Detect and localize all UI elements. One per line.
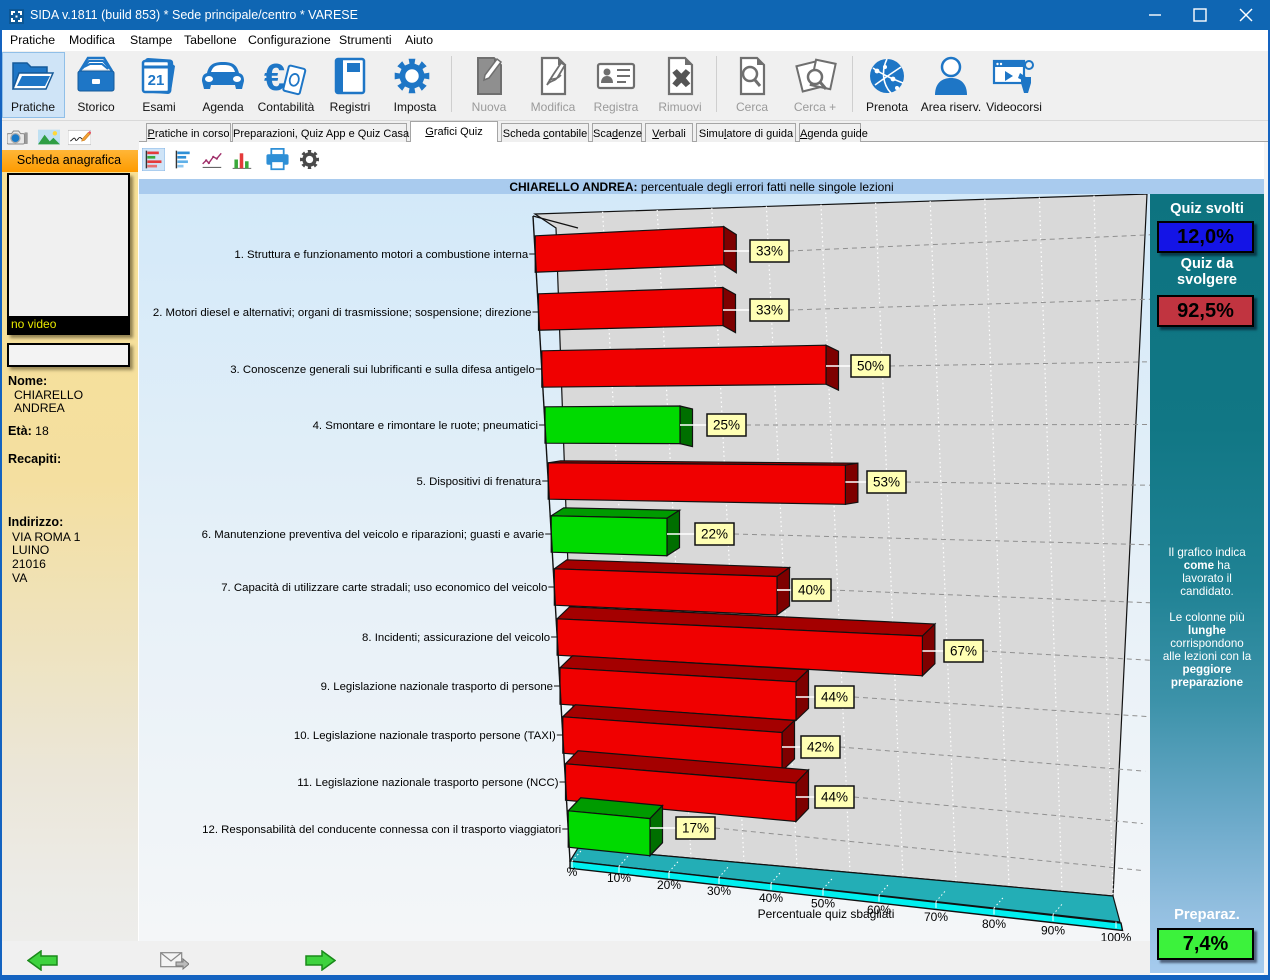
svg-text:22%: 22% xyxy=(701,527,728,542)
svg-text:20%: 20% xyxy=(657,878,681,892)
svg-text:60%: 60% xyxy=(867,903,891,917)
svg-text:67%: 67% xyxy=(950,644,977,659)
svg-text:50%: 50% xyxy=(857,359,884,374)
svg-text:21: 21 xyxy=(148,72,165,89)
svg-text:80%: 80% xyxy=(982,917,1006,931)
svg-text:Percentuale quiz sbagliati: Percentuale quiz sbagliati xyxy=(758,907,895,921)
svg-text:4. Smontare e rimontare le ruo: 4. Smontare e rimontare le ruote; pneuma… xyxy=(313,420,538,432)
svg-text:9. Legislazione nazionale tras: 9. Legislazione nazionale trasporto di p… xyxy=(321,681,553,693)
svg-text:50%: 50% xyxy=(811,897,835,911)
svg-text:44%: 44% xyxy=(821,690,848,705)
svg-text:40%: 40% xyxy=(759,891,783,905)
svg-text:33%: 33% xyxy=(756,303,783,318)
svg-text:25%: 25% xyxy=(713,418,740,433)
svg-text:40%: 40% xyxy=(798,583,825,598)
svg-text:30%: 30% xyxy=(707,884,731,898)
svg-text:10. Legislazione nazionale tra: 10. Legislazione nazionale trasporto per… xyxy=(294,730,556,742)
svg-text:%: % xyxy=(567,865,578,879)
svg-text:90%: 90% xyxy=(1041,924,1065,938)
svg-text:53%: 53% xyxy=(873,475,900,490)
svg-text:2. Motori diesel e alternativi: 2. Motori diesel e alternativi; organi d… xyxy=(153,307,532,319)
svg-text:17%: 17% xyxy=(682,821,709,836)
svg-text:5. Dispositivi di frenatura: 5. Dispositivi di frenatura xyxy=(416,476,541,488)
svg-text:7. Capacità di utilizzare cart: 7. Capacità di utilizzare carte stradali… xyxy=(221,582,547,594)
svg-text:8. Incidenti; assicurazione de: 8. Incidenti; assicurazione del veicolo xyxy=(362,632,550,644)
svg-text:100%: 100% xyxy=(1101,931,1132,942)
svg-text:44%: 44% xyxy=(821,790,848,805)
svg-text:12. Responsabilità del conduce: 12. Responsabilità del conducente connes… xyxy=(202,824,561,836)
svg-text:10%: 10% xyxy=(607,871,631,885)
svg-text:€: € xyxy=(264,57,285,97)
svg-text:11. Legislazione nazionale tra: 11. Legislazione nazionale trasporto per… xyxy=(297,777,558,789)
svg-text:6. Manutenzione preventiva del: 6. Manutenzione preventiva del veicolo e… xyxy=(202,529,545,541)
svg-text:1. Struttura e funzionamento m: 1. Struttura e funzionamento motori a co… xyxy=(234,249,528,261)
svg-text:70%: 70% xyxy=(924,910,948,924)
svg-text:33%: 33% xyxy=(756,244,783,259)
svg-text:42%: 42% xyxy=(807,740,834,755)
svg-text:3. Conoscenze generali sui lub: 3. Conoscenze generali sui lubrificanti … xyxy=(230,364,535,376)
